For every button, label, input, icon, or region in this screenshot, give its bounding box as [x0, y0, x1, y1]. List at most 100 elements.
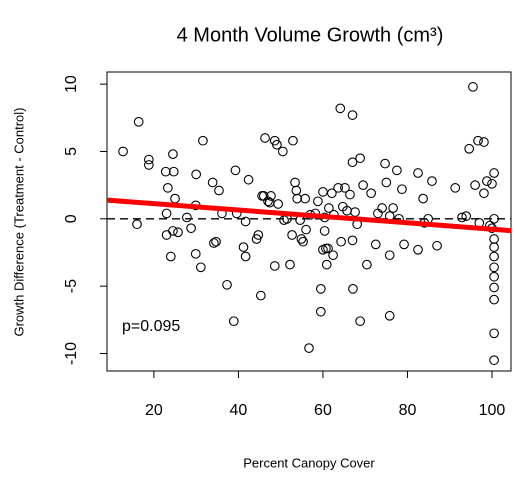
- regression-line: [106, 197, 512, 234]
- point: [473, 135, 483, 146]
- point: [489, 168, 499, 178]
- point: [272, 139, 282, 150]
- point: [228, 316, 239, 327]
- point: [321, 243, 331, 254]
- point: [211, 236, 221, 247]
- point: [468, 81, 478, 92]
- point: [230, 165, 241, 176]
- point: [165, 251, 176, 262]
- point: [489, 213, 499, 224]
- point: [173, 227, 183, 238]
- point: [336, 236, 346, 247]
- point: [288, 135, 298, 146]
- point: [335, 103, 346, 114]
- point: [198, 135, 208, 146]
- point: [300, 193, 311, 204]
- point: [301, 224, 311, 235]
- x-tick-label: 80: [399, 402, 417, 419]
- point: [432, 240, 442, 251]
- point: [260, 133, 270, 143]
- x-tick-label: 60: [314, 402, 332, 419]
- point: [313, 196, 323, 207]
- point: [470, 180, 480, 190]
- point: [355, 153, 365, 164]
- y-tick-label: 5: [63, 147, 80, 156]
- point: [304, 343, 314, 353]
- point: [380, 158, 390, 169]
- point: [362, 259, 372, 270]
- point: [347, 157, 358, 168]
- point: [487, 178, 497, 189]
- point: [160, 166, 171, 177]
- point: [321, 259, 332, 270]
- point: [319, 226, 330, 236]
- point: [287, 230, 297, 240]
- point: [253, 230, 264, 240]
- point: [348, 283, 358, 294]
- point: [427, 176, 437, 186]
- y-tick-label: 10: [63, 75, 80, 93]
- point: [163, 182, 173, 193]
- chart-title: 4 Month Volume Growth (cm³): [177, 24, 444, 46]
- point: [318, 187, 328, 197]
- point: [132, 219, 142, 230]
- point: [347, 110, 358, 120]
- point: [290, 177, 300, 188]
- point: [461, 211, 472, 221]
- point: [345, 189, 355, 200]
- point: [482, 176, 492, 186]
- point: [370, 239, 381, 250]
- x-tick-label: 100: [479, 402, 506, 419]
- plot-frame: [106, 71, 512, 372]
- point: [399, 239, 409, 250]
- point: [489, 262, 499, 273]
- point: [298, 236, 308, 247]
- point: [285, 259, 295, 270]
- point: [489, 282, 499, 293]
- point: [489, 234, 499, 244]
- point: [161, 230, 172, 240]
- point: [190, 248, 201, 259]
- point: [457, 212, 467, 223]
- point: [266, 191, 276, 201]
- point: [182, 212, 192, 223]
- point: [222, 279, 232, 290]
- point: [273, 199, 284, 209]
- point: [168, 149, 178, 160]
- point: [340, 182, 350, 193]
- point: [397, 184, 407, 195]
- point: [277, 146, 288, 157]
- point: [243, 174, 254, 185]
- point: [489, 294, 499, 305]
- point: [161, 208, 172, 219]
- point: [392, 165, 402, 176]
- point: [168, 226, 178, 236]
- point: [296, 234, 307, 244]
- point: [350, 207, 360, 217]
- point: [170, 193, 180, 204]
- point: [388, 203, 398, 213]
- point: [168, 166, 179, 177]
- p-value-annotation: p=0.095: [122, 318, 180, 335]
- point: [464, 143, 475, 154]
- point: [418, 193, 428, 204]
- point: [384, 310, 395, 321]
- point: [292, 193, 303, 204]
- point: [315, 306, 326, 317]
- point: [263, 196, 273, 207]
- point: [489, 328, 499, 339]
- point: [214, 185, 224, 196]
- point: [489, 251, 499, 262]
- x-tick-label: 40: [230, 402, 248, 419]
- y-tick-label: -5: [63, 279, 80, 293]
- y-axis-label: Growth Difference (Treatment - Control): [11, 107, 26, 336]
- point: [366, 188, 376, 199]
- point: [118, 146, 128, 157]
- point: [269, 261, 280, 271]
- point: [358, 180, 368, 190]
- point: [143, 154, 154, 165]
- point: [489, 271, 499, 282]
- point: [255, 290, 266, 301]
- point: [381, 177, 392, 188]
